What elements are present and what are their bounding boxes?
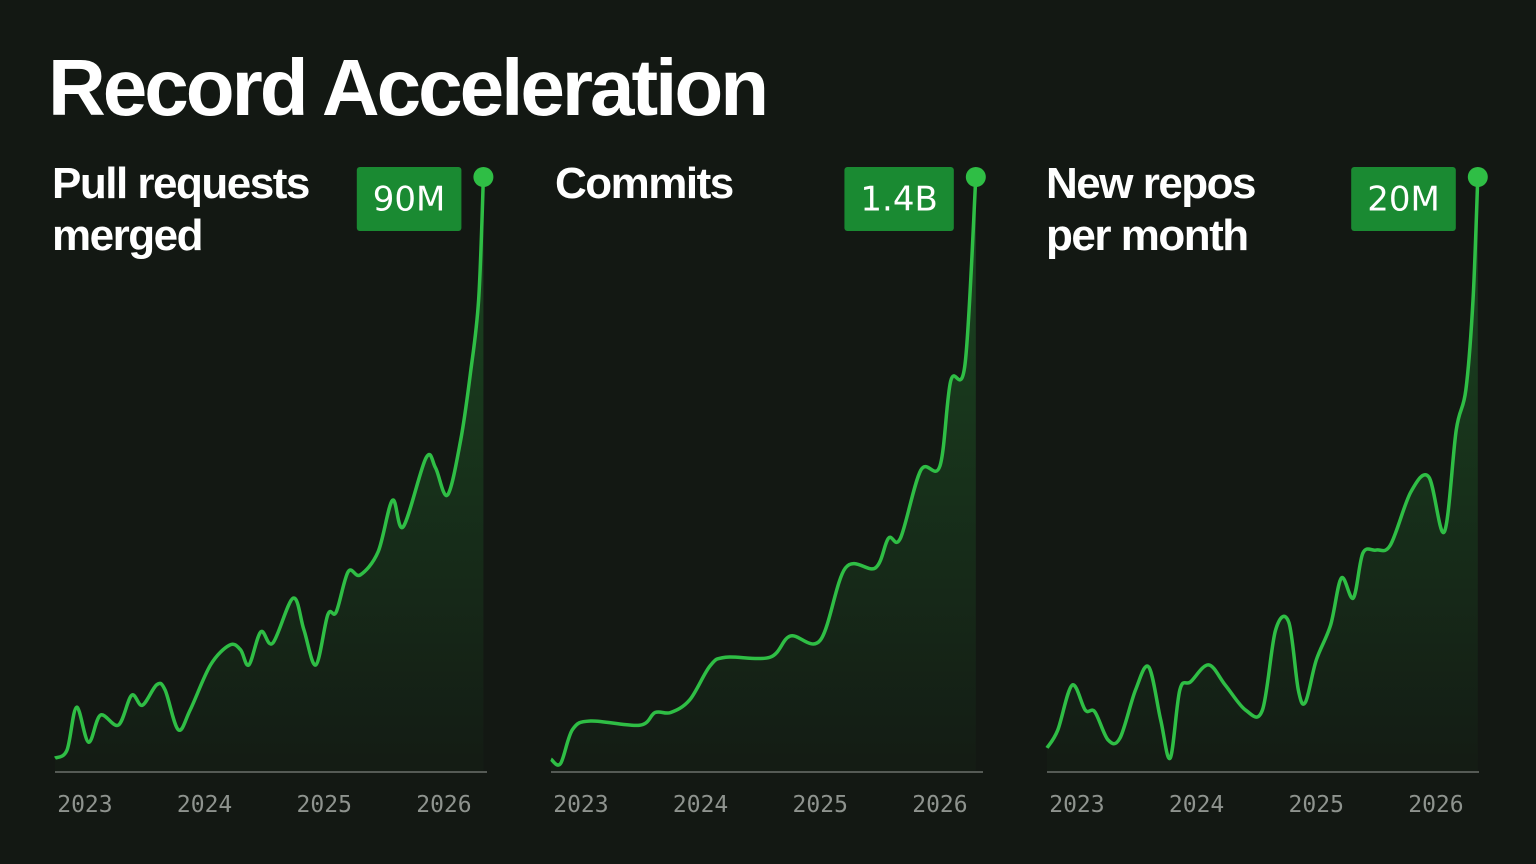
x-tick-label: 2025 (1289, 792, 1344, 818)
slide-title: Record Acceleration (48, 43, 769, 132)
end-dot (965, 167, 986, 187)
end-dot (473, 167, 494, 187)
x-tick-label: 2023 (57, 792, 112, 818)
area (551, 177, 976, 772)
value-badge (844, 167, 954, 231)
line (1045, 176, 1480, 761)
x-tick-label: 2023 (1049, 792, 1104, 818)
x-tick-label: 2025 (793, 792, 848, 818)
value-label: 20M (1367, 180, 1440, 220)
area (55, 177, 484, 772)
value-badge (1351, 167, 1456, 231)
x-tick-label: 2026 (416, 792, 471, 818)
value-label: 90M (373, 180, 446, 220)
x-tick-label: 2024 (1169, 792, 1224, 818)
chart-title: Commits (555, 159, 734, 208)
line (54, 176, 486, 760)
x-tick-label: 2024 (177, 792, 232, 818)
x-tick-label: 2026 (1408, 792, 1463, 818)
x-tick-label: 2025 (297, 792, 352, 818)
chart-title: Pull requests merged (52, 159, 310, 260)
value-label: 1.4B (860, 180, 937, 220)
area (1047, 177, 1478, 772)
end-dot (1467, 167, 1488, 187)
x-tick-label: 2024 (673, 792, 728, 818)
x-tick-label: 2026 (912, 792, 967, 818)
line (549, 176, 978, 767)
value-badge (356, 167, 462, 231)
x-tick-label: 2023 (553, 792, 608, 818)
chart-title: New repos per month (1046, 159, 1257, 260)
